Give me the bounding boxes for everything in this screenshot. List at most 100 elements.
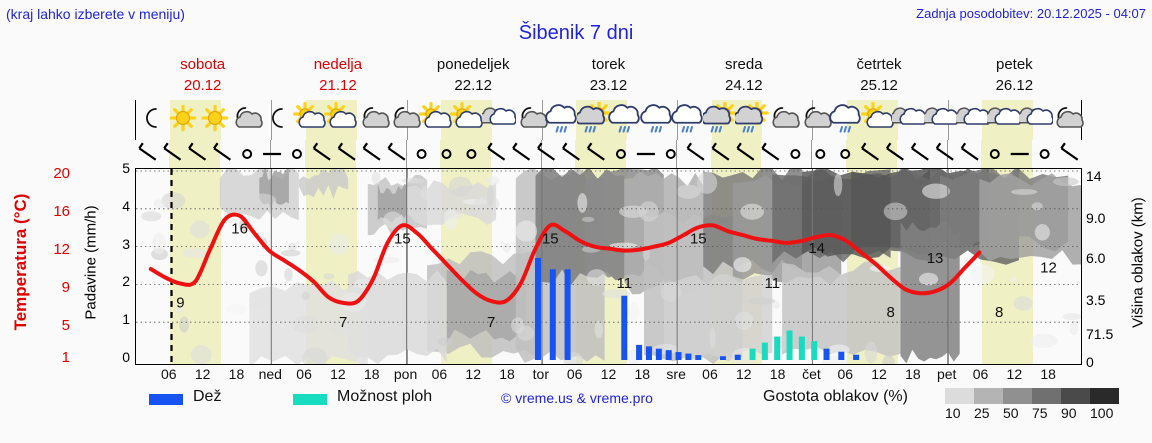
day-header-torek: torek 23.12	[551, 54, 666, 96]
rain-bar	[655, 348, 662, 360]
precipitation-bars	[534, 257, 860, 360]
temperature-tick: 9	[61, 279, 70, 296]
time-tick: pet	[936, 366, 957, 382]
precipitation-tick: 1	[122, 311, 130, 328]
day-name: sobota	[180, 56, 226, 73]
cloud-density-legend-label: Gostota oblakov (%)	[763, 388, 908, 405]
weather-icon-cloud-rain	[829, 102, 863, 136]
temperature-value-label: 8	[995, 304, 1003, 321]
temperature-value-label: 14	[808, 240, 825, 257]
temperature-value-labels: 9 16 7 15 7 15 11 15 11 14 8 13 8 12	[176, 221, 1057, 331]
day-date: 21.12	[319, 77, 357, 94]
day-header-sobota: sobota 20.12	[145, 54, 260, 96]
day-date: 22.12	[454, 77, 492, 94]
day-header-nedelja: nedelja 21.12	[280, 54, 395, 96]
temperature-value-label: 11	[764, 275, 780, 292]
temperature-value-label: 15	[542, 230, 559, 247]
temperature-curve	[148, 212, 982, 306]
weather-icon-moon-cloud	[798, 102, 832, 136]
time-axis-ticks: 06 12 18 ned 06 12 18 pon 06 12 18 tor 06 12 18 sre 06 12…	[135, 366, 1082, 386]
day-date: 24.12	[725, 77, 763, 94]
day-name: četrtek	[856, 56, 902, 73]
time-tick: 12	[735, 366, 752, 382]
temperature-tick: 12	[53, 241, 70, 258]
rain-bar	[564, 269, 571, 360]
weather-icon-sun-cloud	[860, 102, 895, 136]
temperature-tick: 20	[53, 165, 70, 182]
day-name: nedelja	[313, 56, 363, 73]
copyright-link[interactable]: © vreme.us & vreme.pro	[501, 390, 653, 406]
rain-bar	[734, 354, 741, 360]
weather-icon-moon-cloud	[229, 102, 264, 136]
weather-icon-cloud	[892, 102, 927, 136]
cloud-height-tick: 6.0	[1086, 250, 1106, 266]
rain-legend-label: Dež	[193, 388, 222, 405]
weather-icon-cloud-rain	[545, 102, 579, 136]
cloud-density-swatch	[1003, 388, 1032, 404]
time-tick: 12	[194, 366, 211, 382]
weather-icon-moon-cloud	[1050, 102, 1084, 136]
rain-bar	[636, 344, 643, 360]
temperature-tick: 5	[61, 317, 70, 334]
meteogram-canvas: 9 16 7 15 7 15 11 15 11 14 8 13 8 12	[136, 169, 1081, 364]
wind-barb-row	[135, 140, 1082, 168]
precipitation-axis-label: Padavine (mm/h)	[78, 168, 102, 365]
shower-bar	[749, 348, 756, 360]
temperature-value-label: 16	[231, 221, 248, 238]
cloud-height-tick: 9.0	[1086, 210, 1106, 226]
time-tick: 06	[972, 366, 989, 382]
weather-icon-sun	[198, 102, 232, 136]
weather-icon-cloud	[987, 102, 1022, 136]
time-tick: 06	[702, 366, 718, 382]
daylight-band	[440, 140, 491, 168]
cloud-density-tick: 50	[1003, 405, 1019, 421]
time-tick: 12	[871, 366, 887, 382]
shower-bar	[761, 342, 768, 360]
cloud-density-swatch	[1061, 388, 1090, 404]
day-separator	[405, 140, 407, 168]
temperature-value-label: 12	[1040, 259, 1057, 276]
temperature-axis-label-text: Temperatura (°C)	[11, 193, 30, 331]
showers-legend-label: Možnost ploh	[337, 388, 433, 405]
precipitation-tick: 2	[122, 273, 130, 290]
weather-icon-cloud	[955, 102, 990, 136]
cloud-density-tick: 75	[1032, 405, 1048, 421]
time-tick: 18	[1040, 366, 1056, 382]
menu-hint-text: (kraj lahko izberete v meniju)	[6, 6, 185, 22]
temperature-axis-ticks: 20 16 12 9 5 1	[36, 165, 70, 366]
cloud-height-axis-ticks: 14 9.0 6.0 3.5 71.5 0	[1086, 168, 1130, 370]
day-separator	[946, 140, 948, 168]
rain-legend-swatch	[149, 394, 183, 405]
temperature-value-label: 7	[339, 314, 347, 331]
rain-bar	[695, 355, 702, 360]
day-separator	[811, 140, 813, 168]
day-name: ponedeljek	[436, 56, 510, 73]
time-tick: 06	[837, 366, 854, 382]
weather-icon-sun-cloud	[324, 102, 358, 136]
day-date: 20.12	[183, 77, 222, 94]
precipitation-tick: 3	[122, 235, 130, 252]
daylight-band	[169, 140, 221, 168]
weather-icon-cloud	[923, 102, 958, 136]
rain-bar	[645, 346, 652, 360]
weather-icon-cloud-rain	[671, 102, 705, 136]
cloud-density-layer	[141, 169, 1081, 364]
day-name: petek	[995, 56, 1033, 73]
legend: Dež Možnost ploh © vreme.us & vreme.pro …	[135, 386, 1145, 426]
rain-bar	[621, 295, 628, 360]
time-tick: 18	[228, 366, 245, 382]
precipitation-axis-label-text: Padavine (mm/h)	[82, 205, 100, 320]
weather-icon-moon-cloud	[387, 102, 422, 136]
rain-bar	[823, 348, 830, 360]
rain-bar	[534, 257, 541, 360]
day-header-petek: petek 26.12	[957, 54, 1072, 96]
weather-icon-sun-cloud	[418, 102, 453, 136]
rain-bar	[675, 352, 682, 360]
weather-icon-cloud-rain	[608, 102, 642, 136]
rain-bar	[719, 356, 726, 360]
temperature-value-label: 7	[487, 314, 495, 331]
day-date: 25.12	[860, 77, 898, 94]
day-separator	[271, 100, 273, 140]
time-tick: sre	[666, 366, 686, 382]
weather-icon-moon-cloud	[356, 102, 390, 136]
